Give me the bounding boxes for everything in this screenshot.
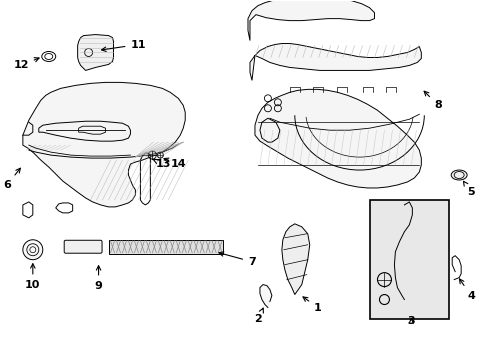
Text: 4: 4 [459,279,474,301]
Polygon shape [281,224,309,294]
Text: 6: 6 [3,168,20,190]
Text: 10: 10 [25,264,41,289]
Text: 9: 9 [95,266,102,291]
Text: 13: 13 [152,159,170,169]
Bar [369,200,448,319]
Text: 8: 8 [423,91,441,110]
Text: 11: 11 [102,40,145,51]
Polygon shape [78,35,113,71]
Text: 5: 5 [463,181,474,197]
Polygon shape [247,0,374,41]
Text: 3: 3 [407,316,414,327]
Bar [108,240,223,254]
Polygon shape [254,89,421,188]
Circle shape [23,240,42,260]
Polygon shape [23,82,185,207]
Text: 7: 7 [219,252,255,267]
Text: 14: 14 [163,158,185,169]
Text: 1: 1 [303,297,321,312]
Text: 12: 12 [13,58,39,71]
FancyBboxPatch shape [64,240,102,253]
Polygon shape [260,285,271,307]
Ellipse shape [450,170,466,180]
Text: 2: 2 [254,308,263,324]
Polygon shape [249,44,421,80]
